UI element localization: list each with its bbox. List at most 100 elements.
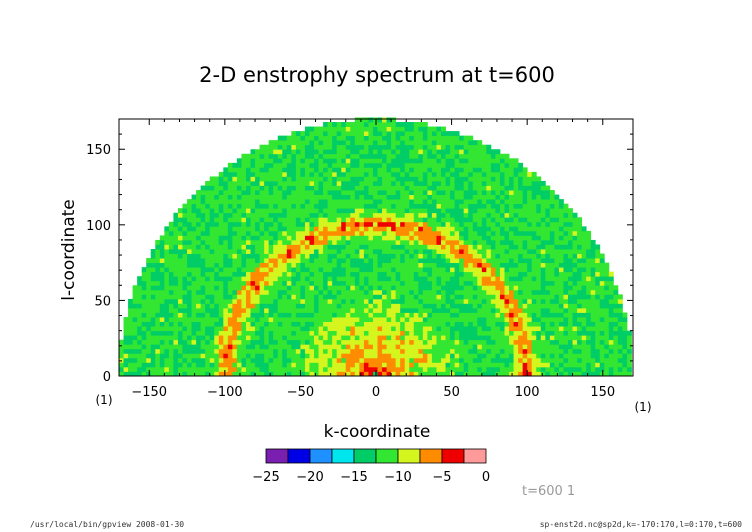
heatmap-cell — [441, 203, 446, 209]
heatmap-cell — [563, 321, 569, 327]
heatmap-cell — [164, 321, 170, 327]
heatmap-cell — [563, 362, 569, 368]
heatmap-cell — [350, 190, 356, 195]
heatmap-cell — [259, 276, 265, 282]
heatmap-cell — [454, 307, 460, 313]
heatmap-cell — [422, 371, 428, 377]
heatmap-cell — [486, 321, 492, 327]
heatmap-cell — [241, 280, 247, 286]
heatmap-cell — [477, 158, 483, 164]
heatmap-cell — [277, 235, 283, 241]
heatmap-cell — [291, 335, 297, 341]
heatmap-cell — [236, 239, 242, 245]
heatmap-cell — [509, 180, 514, 186]
heatmap-cell — [409, 285, 415, 291]
heatmap-cell — [400, 276, 406, 282]
heatmap-cell — [341, 348, 347, 354]
heatmap-cell — [268, 321, 274, 327]
heatmap-cell — [422, 276, 428, 282]
heatmap-cell — [236, 357, 242, 363]
heatmap-cell — [218, 185, 224, 191]
heatmap-cell — [323, 366, 329, 372]
heatmap-cell — [132, 335, 138, 341]
heatmap-cell — [341, 258, 347, 264]
heatmap-cell — [436, 371, 442, 377]
heatmap-cell — [518, 235, 524, 241]
heatmap-cell — [472, 371, 478, 377]
heatmap-cell — [164, 312, 170, 318]
heatmap-cell — [427, 239, 433, 245]
heatmap-cell — [268, 294, 274, 300]
heatmap-cell — [382, 357, 387, 363]
heatmap-cell — [418, 140, 424, 146]
heatmap-cell — [314, 221, 319, 227]
heatmap-cell — [273, 267, 279, 273]
heatmap-cell — [468, 321, 474, 327]
heatmap-cell — [400, 153, 406, 159]
heatmap-cell — [354, 303, 360, 309]
heatmap-cell — [268, 217, 274, 223]
heatmap-cell — [468, 162, 474, 168]
heatmap-cell — [159, 321, 165, 327]
heatmap-cell — [540, 344, 546, 350]
heatmap-cell — [441, 339, 446, 345]
heatmap-cell — [400, 339, 406, 345]
heatmap-cell — [368, 162, 374, 168]
heatmap-cell — [268, 357, 274, 363]
heatmap-cell — [223, 294, 229, 300]
heatmap-cell — [554, 253, 560, 259]
heatmap-cell — [368, 317, 374, 322]
heatmap-cell — [395, 253, 401, 259]
heatmap-cell — [395, 285, 401, 291]
heatmap-cell — [173, 249, 179, 254]
heatmap-cell — [277, 162, 283, 168]
heatmap-cell — [295, 158, 301, 164]
heatmap-cell — [490, 371, 496, 377]
heatmap-cell — [422, 239, 428, 245]
heatmap-cell — [558, 235, 564, 241]
heatmap-cell — [146, 344, 152, 350]
heatmap-cell — [459, 307, 465, 313]
heatmap-cell — [363, 271, 369, 277]
heatmap-cell — [368, 244, 374, 250]
heatmap-cell — [450, 353, 456, 359]
heatmap-cell — [155, 321, 161, 327]
heatmap-cell — [309, 217, 315, 223]
heatmap-cell — [345, 126, 351, 132]
heatmap-cell — [318, 208, 324, 214]
heatmap-cell — [572, 217, 578, 223]
heatmap-cell — [214, 326, 220, 332]
heatmap-cell — [250, 339, 256, 345]
heatmap-cell — [209, 185, 215, 191]
heatmap-cell — [391, 271, 397, 277]
heatmap-cell — [200, 321, 206, 327]
heatmap-cell — [314, 194, 319, 200]
heatmap-cell — [268, 262, 274, 268]
heatmap-cell — [427, 235, 433, 241]
heatmap-cell — [341, 330, 347, 336]
heatmap-cell — [527, 357, 533, 363]
heatmap-cell — [472, 244, 478, 250]
heatmap-cell — [495, 171, 501, 177]
heatmap-cell — [304, 149, 310, 155]
heatmap-cell — [241, 194, 247, 200]
heatmap-cell — [218, 190, 224, 195]
heatmap-cell — [545, 262, 551, 268]
heatmap-cell — [391, 276, 397, 282]
heatmap-cell — [549, 258, 555, 264]
heatmap-cell — [409, 158, 415, 164]
heatmap-cell — [395, 131, 401, 137]
heatmap-cell — [182, 294, 188, 300]
heatmap-cell — [549, 344, 555, 350]
heatmap-cell — [372, 262, 378, 268]
heatmap-cell — [382, 321, 387, 327]
heatmap-cell — [359, 203, 365, 209]
heatmap-cell — [155, 312, 161, 318]
heatmap-cell — [146, 362, 152, 368]
heatmap-cell — [450, 167, 456, 173]
heatmap-cell — [372, 321, 378, 327]
heatmap-cell — [545, 194, 551, 200]
heatmap-cell — [436, 258, 442, 264]
heatmap-cell — [314, 230, 319, 236]
heatmap-cell — [459, 244, 465, 250]
